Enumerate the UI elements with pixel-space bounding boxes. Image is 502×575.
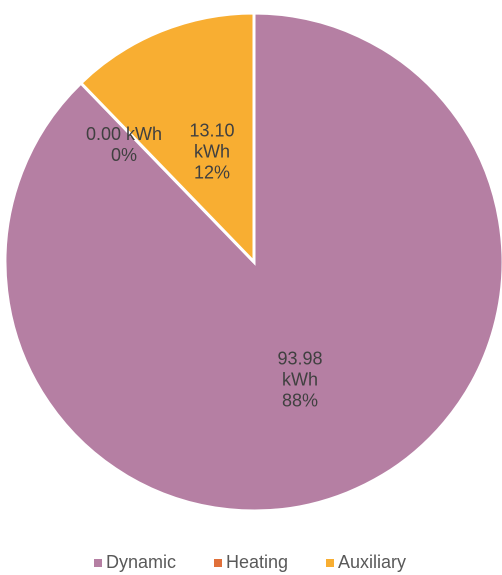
percent-label: 0% xyxy=(110,145,137,165)
value-label: 93.98 kWh xyxy=(277,348,323,390)
data-label: 93.98 kWh 88% xyxy=(265,349,335,412)
legend-item: Dynamic xyxy=(94,552,176,573)
data-label: 13.10 kWh 12% xyxy=(177,121,247,184)
legend-swatch xyxy=(94,558,102,567)
legend-item: Auxiliary xyxy=(326,552,406,573)
legend-label: Dynamic xyxy=(106,552,177,572)
legend-label: Auxiliary xyxy=(338,552,407,572)
percent-label: 12% xyxy=(193,162,231,183)
percent-label: 88% xyxy=(281,390,319,411)
legend-swatch xyxy=(326,558,334,567)
legend-swatch xyxy=(214,558,222,567)
legend-label: Heating xyxy=(226,552,289,572)
data-label: 0.00 kWh 0% xyxy=(69,124,179,166)
value-label: 0.00 kWh xyxy=(85,124,163,144)
legend-item: Heating xyxy=(214,552,288,573)
pie-slice xyxy=(78,11,256,266)
value-label: 13.10 kWh xyxy=(189,120,235,162)
